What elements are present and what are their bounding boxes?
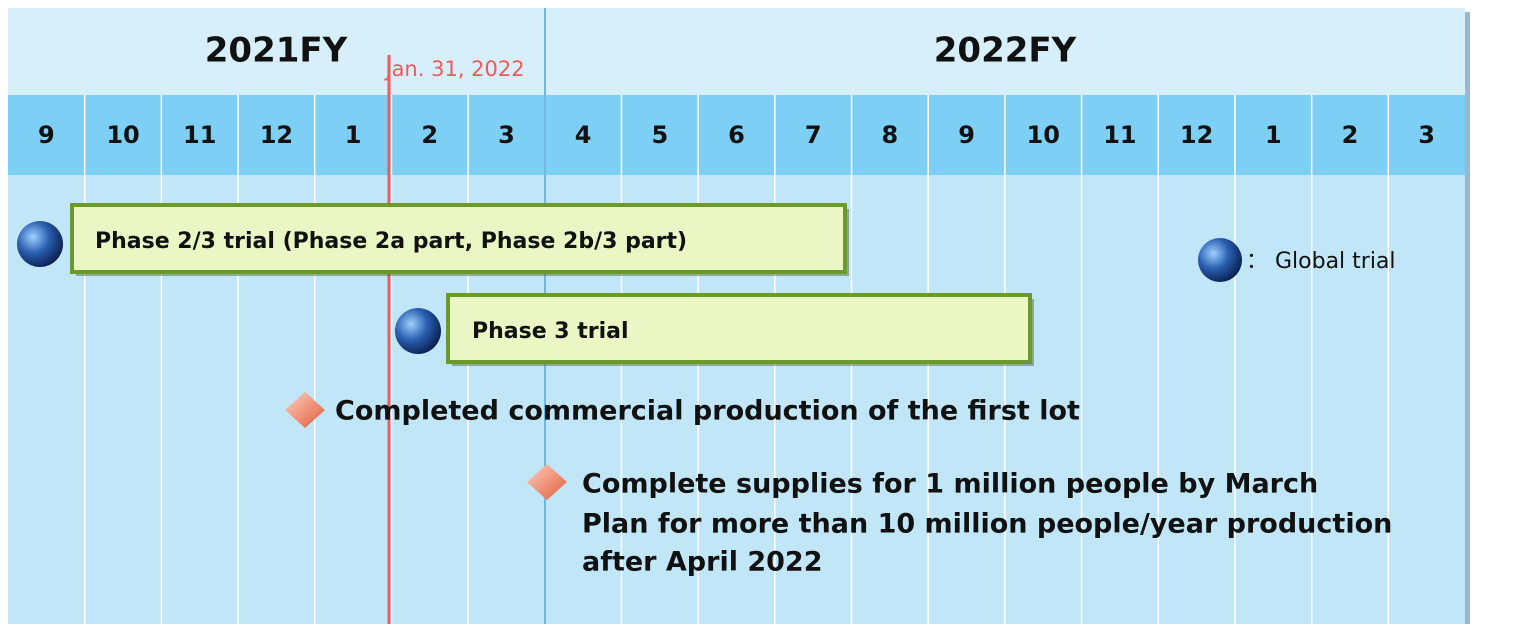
bar-label: Phase 2/3 trial (Phase 2a part, Phase 2b… xyxy=(95,229,687,254)
month-label: 2 xyxy=(1342,121,1359,149)
month-label: 1 xyxy=(345,121,362,149)
month-label: 10 xyxy=(106,121,139,149)
legend: ： Global trial xyxy=(1246,249,1396,274)
month-label: 12 xyxy=(260,121,293,149)
milestone-icon xyxy=(527,464,567,500)
globe-icon xyxy=(1198,238,1242,282)
fy-row xyxy=(8,8,1465,95)
month-label: 5 xyxy=(651,121,668,149)
shadow xyxy=(1462,12,1470,624)
month-label: 2 xyxy=(421,121,438,149)
month-label: 11 xyxy=(1103,121,1136,149)
month-label: 3 xyxy=(1418,121,1435,149)
milestone-text: after April 2022 xyxy=(582,547,823,578)
milestone-text: Completed commercial production of the f… xyxy=(335,396,1080,427)
bar xyxy=(70,203,847,274)
month-label: 8 xyxy=(882,121,899,149)
fy-label: 2022FY xyxy=(934,31,1077,71)
milestone-text: Plan for more than 10 million people/yea… xyxy=(582,509,1392,540)
globe-icon xyxy=(17,221,63,267)
month-label: 6 xyxy=(728,121,745,149)
month-label: 9 xyxy=(958,121,975,149)
month-label: 3 xyxy=(498,121,515,149)
bar-label: Phase 3 trial xyxy=(472,319,629,344)
globe-icon xyxy=(395,308,441,354)
milestone-text: Complete supplies for 1 million people b… xyxy=(582,469,1318,500)
month-label: 1 xyxy=(1265,121,1282,149)
date-label: Jan. 31, 2022 xyxy=(383,57,524,81)
milestone-icon xyxy=(285,392,325,428)
month-label: 10 xyxy=(1027,121,1060,149)
fy-label: 2021FY xyxy=(205,31,348,71)
month-label: 12 xyxy=(1180,121,1213,149)
month-label: 9 xyxy=(38,121,55,149)
bar xyxy=(446,293,1032,364)
month-label: 7 xyxy=(805,121,822,149)
month-row xyxy=(8,95,1465,175)
month-label: 11 xyxy=(183,121,216,149)
month-label: 4 xyxy=(575,121,592,149)
